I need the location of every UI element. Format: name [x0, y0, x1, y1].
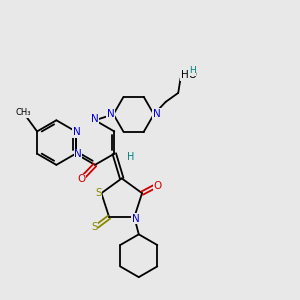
Text: N: N: [153, 109, 161, 119]
Text: N: N: [132, 214, 140, 224]
Text: N: N: [91, 114, 99, 124]
Text: CH₃: CH₃: [16, 109, 31, 118]
Text: S: S: [91, 222, 98, 232]
Text: HO: HO: [181, 70, 197, 80]
Text: H: H: [189, 66, 196, 75]
Text: O: O: [77, 174, 86, 184]
Text: N: N: [73, 127, 80, 137]
Text: N: N: [106, 109, 114, 119]
Text: S: S: [95, 188, 102, 198]
Text: H: H: [127, 152, 134, 162]
Text: O: O: [153, 181, 162, 191]
Text: N: N: [74, 149, 82, 159]
